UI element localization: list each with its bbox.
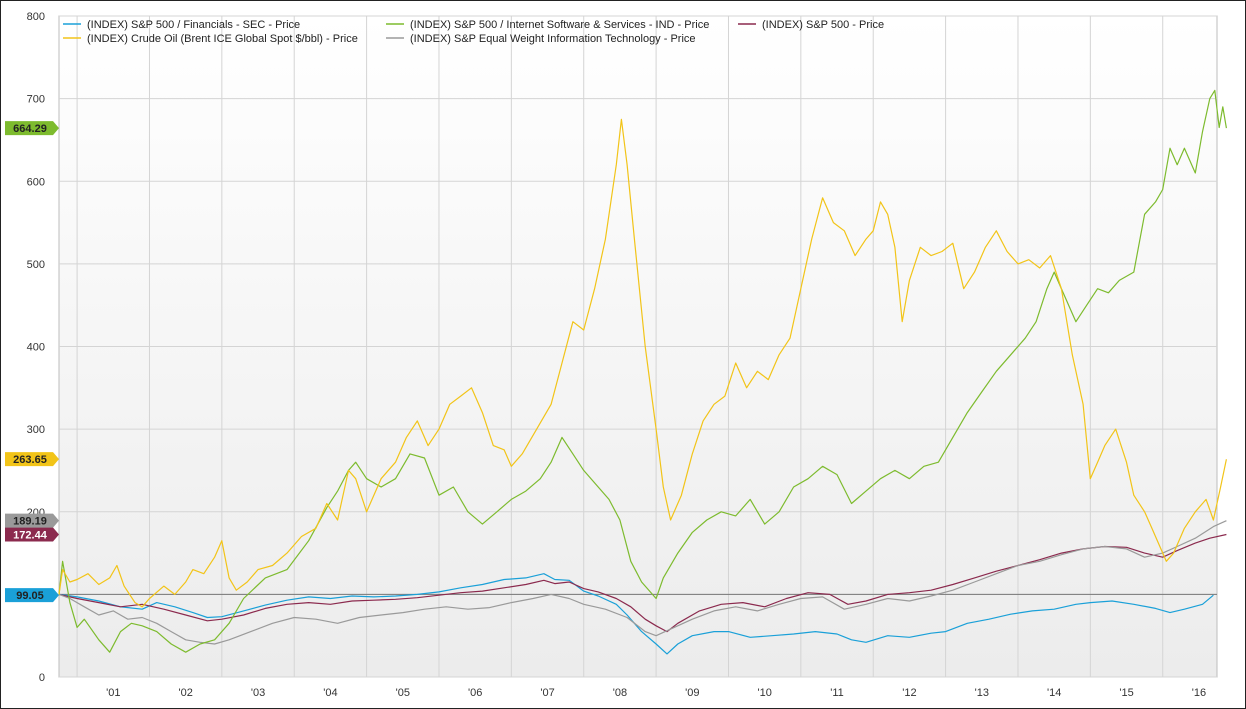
series-line: [58, 118, 1227, 608]
x-tick-label: '08: [613, 687, 627, 699]
x-tick-label: '14: [1047, 687, 1061, 699]
x-tick-label: '01: [106, 687, 120, 699]
x-tick-label: '15: [1119, 687, 1133, 699]
series-line: [58, 573, 1214, 655]
y-tick-label: 400: [27, 342, 45, 354]
y-tick-label: 300: [27, 424, 45, 436]
last-value-tag: [5, 452, 59, 467]
last-value-tag: [5, 588, 59, 603]
legend-label: (INDEX) Crude Oil (Brent ICE Global Spot…: [87, 33, 358, 45]
x-tick-label: '07: [540, 687, 554, 699]
y-axis: 0100200300400500600700800: [27, 11, 45, 684]
x-tick-label: '05: [396, 687, 410, 699]
x-tick-label: '09: [685, 687, 699, 699]
legend-label: (INDEX) S&P 500 / Internet Software & Se…: [410, 19, 709, 31]
x-tick-label: '10: [757, 687, 771, 699]
series-line: [58, 520, 1227, 645]
y-tick-label: 500: [27, 259, 45, 271]
last-value-label: 99.05: [16, 590, 44, 602]
last-value-tags: 99.05 664.29 172.44 263.65 189.19: [5, 121, 59, 603]
x-tick-label: '06: [468, 687, 482, 699]
gridlines: [59, 15, 1217, 678]
legend: (INDEX) S&P 500 / Financials - SEC - Pri…: [63, 19, 884, 45]
y-tick-label: 0: [39, 672, 45, 684]
last-value-label: 172.44: [13, 530, 48, 542]
x-tick-label: '03: [251, 687, 265, 699]
y-tick-label: 700: [27, 94, 45, 106]
x-tick-label: '16: [1192, 687, 1206, 699]
last-value-tag: [5, 121, 59, 136]
legend-label: (INDEX) S&P 500 / Financials - SEC - Pri…: [87, 19, 300, 31]
series-line: [58, 533, 1227, 633]
series-lines: [58, 89, 1227, 655]
x-tick-label: '12: [902, 687, 916, 699]
x-tick-label: '13: [975, 687, 989, 699]
x-tick-label: '04: [323, 687, 337, 699]
x-tick-label: '11: [830, 687, 844, 699]
series-line: [58, 89, 1227, 653]
y-tick-label: 600: [27, 176, 45, 188]
y-tick-label: 800: [27, 11, 45, 23]
last-value-label: 263.65: [13, 454, 47, 466]
last-value-tag: [5, 527, 59, 542]
x-axis: '01 '02 '03 '04 '05 '06 '07 '08 '09 '10 '11 '12 '13 '…: [106, 687, 1206, 699]
last-value-label: 664.29: [13, 123, 47, 135]
last-value-tag: [5, 513, 59, 528]
x-tick-label: '02: [178, 687, 192, 699]
legend-label: (INDEX) S&P 500 - Price: [762, 19, 884, 31]
last-value-label: 189.19: [13, 516, 47, 528]
legend-label: (INDEX) S&P Equal Weight Information Tec…: [410, 33, 696, 45]
